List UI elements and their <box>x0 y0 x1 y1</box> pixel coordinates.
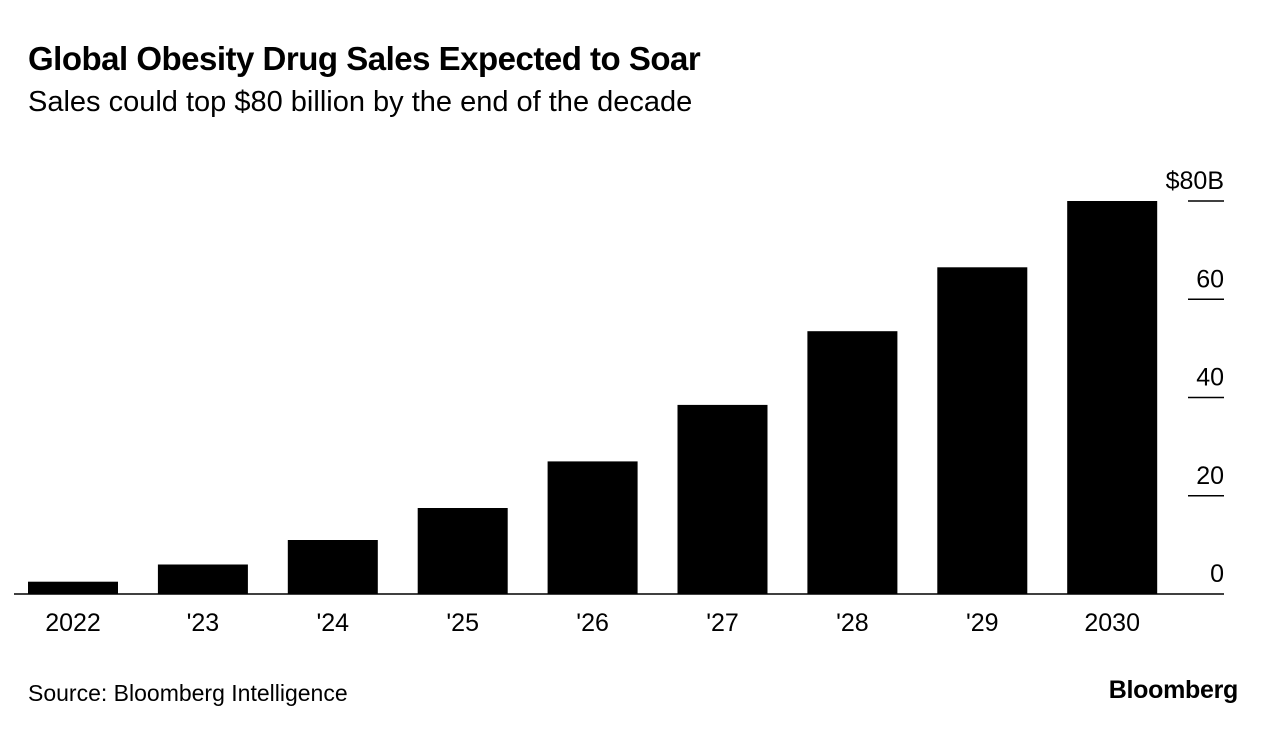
chart-subtitle: Sales could top $80 billion by the end o… <box>28 86 693 118</box>
y-axis: 0 20 40 60 $80B <box>1166 167 1224 588</box>
bloomberg-logo: Bloomberg <box>1108 676 1239 704</box>
x-tick-label: '25 <box>446 609 479 637</box>
bar-8 <box>1067 201 1158 594</box>
x-tick-label: '28 <box>836 609 869 637</box>
bar-7 <box>937 267 1028 594</box>
x-axis: 2022 '23 '24 '25 '26 '27 '28 '29 2030 <box>14 593 1224 637</box>
bar-1 <box>157 564 248 594</box>
chart-title: Global Obesity Drug Sales Expected to So… <box>28 40 701 77</box>
y-tick-label: 60 <box>1196 265 1224 293</box>
x-tick-label: '26 <box>576 609 609 637</box>
x-tick-label: '23 <box>187 609 220 637</box>
x-tick-label: '24 <box>317 609 350 637</box>
x-tick-label: '29 <box>966 609 999 637</box>
bar-0 <box>28 581 118 594</box>
y-tick-label: 0 <box>1210 560 1224 588</box>
x-tick-label: 2030 <box>1084 609 1140 637</box>
bar-2 <box>287 540 378 594</box>
bars-group <box>28 201 1158 594</box>
bar-3 <box>417 508 508 594</box>
bar-6 <box>807 331 898 594</box>
y-tick-label: 20 <box>1196 462 1224 490</box>
bar-5 <box>677 404 768 594</box>
y-tick-label: $80B <box>1166 167 1224 195</box>
x-tick-label: '27 <box>706 609 739 637</box>
bar-4 <box>547 461 638 594</box>
x-tick-label: 2022 <box>45 609 101 637</box>
source-note: Source: Bloomberg Intelligence <box>28 680 348 706</box>
y-tick-label: 40 <box>1196 364 1224 392</box>
